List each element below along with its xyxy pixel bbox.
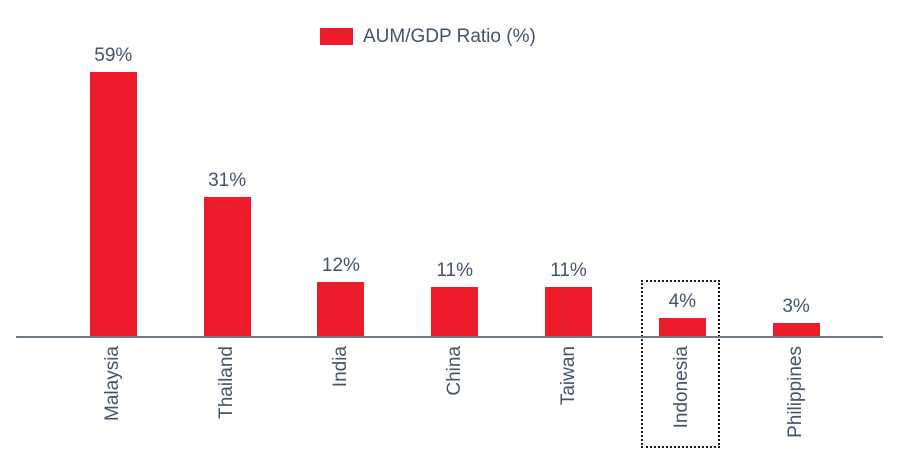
- x-axis-line: [16, 336, 883, 338]
- category-label-india: India: [329, 346, 351, 388]
- category-label-thailand: Thailand: [216, 346, 238, 419]
- value-label-philippines: 3%: [782, 296, 810, 317]
- value-label-china: 11%: [436, 260, 473, 281]
- bar-indonesia: [658, 318, 706, 336]
- category-label-malaysia: Malaysia: [102, 346, 124, 421]
- category-label-indonesia: Indonesia: [671, 346, 693, 429]
- bar-thailand: [203, 197, 251, 336]
- bar-china: [431, 287, 479, 336]
- value-label-india: 12%: [321, 255, 360, 276]
- bar-india: [317, 282, 365, 336]
- legend-label: AUM/GDP Ratio (%): [363, 26, 536, 47]
- indonesia-highlight-box: [641, 280, 720, 448]
- category-label-philippines: Philippines: [785, 346, 807, 438]
- category-label-china: China: [443, 346, 465, 396]
- value-label-taiwan: 11%: [550, 260, 587, 281]
- bar-philippines: [772, 323, 820, 336]
- bar-taiwan: [545, 287, 592, 336]
- legend-swatch-icon: [320, 28, 353, 45]
- chart-legend: AUM/GDP Ratio (%): [320, 26, 536, 47]
- value-label-malaysia: 59%: [94, 45, 133, 66]
- bar-malaysia: [89, 72, 137, 336]
- category-label-taiwan: Taiwan: [557, 346, 579, 406]
- value-label-thailand: 31%: [208, 170, 247, 191]
- value-label-indonesia: 4%: [668, 291, 697, 312]
